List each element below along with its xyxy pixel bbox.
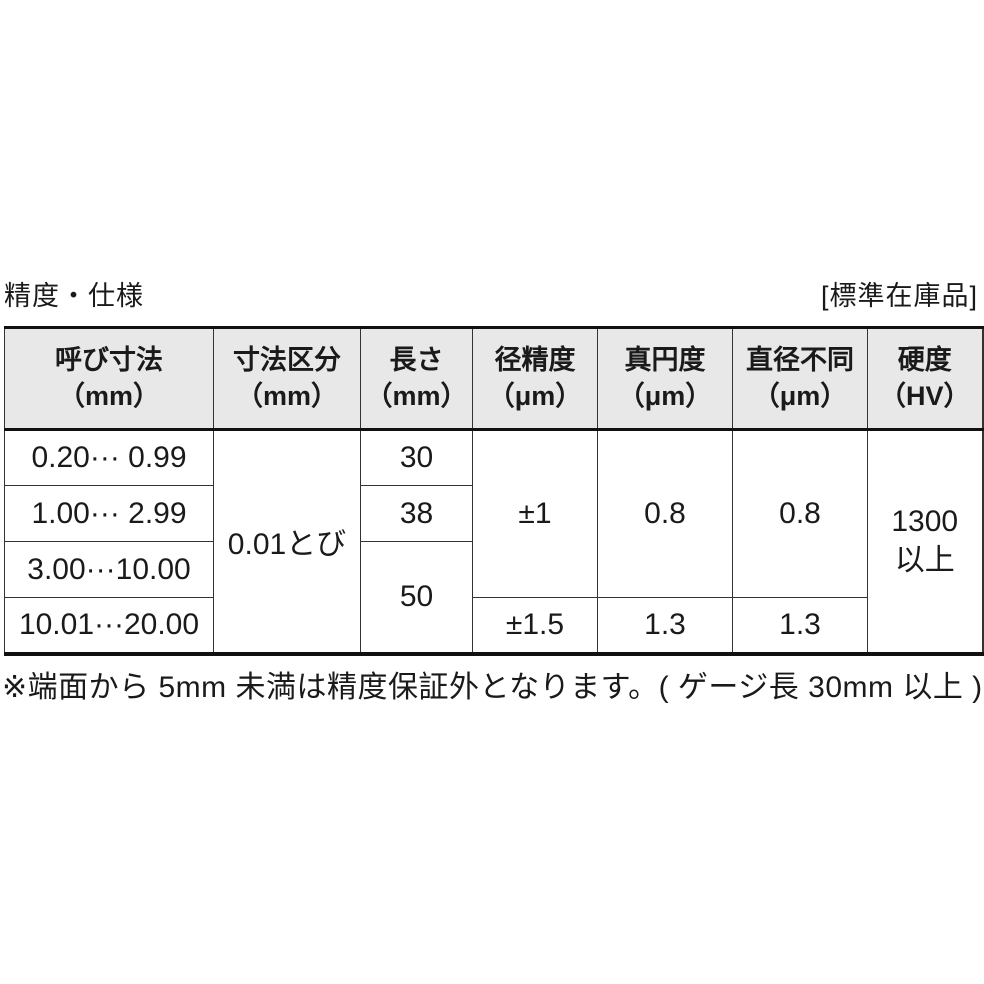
header-label: 寸法区分 <box>233 344 341 375</box>
cell-roundness: 1.3 <box>597 597 733 654</box>
header-row: 呼び寸法 （mm） 寸法区分 （mm） 長さ （mm） 径精度 （μm） 真円度 <box>4 327 983 431</box>
cell-nominal-size: 0.20··· 0.99 <box>4 429 214 486</box>
table-row: 10.01···20.00 ±1.5 1.3 1.3 <box>4 597 983 654</box>
table-row: 0.20··· 0.99 0.01とび 30 ±1 0.8 0.8 1300 以… <box>4 429 983 654</box>
header-unit: （μm） <box>617 380 713 411</box>
cell-dia-variation: 1.3 <box>732 597 868 654</box>
header-label: 硬度 <box>897 344 952 375</box>
cell-length: 50 <box>360 541 473 654</box>
header-label: 径精度 <box>494 344 576 375</box>
header-unit: （mm） <box>235 380 338 411</box>
hardness-value: 1300 <box>891 505 959 539</box>
header-unit: （mm） <box>57 380 160 411</box>
header-size-division: 寸法区分 （mm） <box>213 327 361 431</box>
cell-dia-accuracy: ±1.5 <box>472 597 598 654</box>
header-hardness: 硬度 （HV） <box>867 327 983 431</box>
cell-nominal-size: 1.00··· 2.99 <box>4 485 214 542</box>
header-unit: （μm） <box>487 380 583 411</box>
title-row: 精度・仕様 [標準在庫品] <box>4 274 978 313</box>
spec-table-body: 0.20··· 0.99 0.01とび 30 ±1 0.8 0.8 1300 以… <box>4 429 983 654</box>
spec-table: 呼び寸法 （mm） 寸法区分 （mm） 長さ （mm） 径精度 （μm） 真円度 <box>4 326 984 656</box>
spec-table-header: 呼び寸法 （mm） 寸法区分 （mm） 長さ （mm） 径精度 （μm） 真円度 <box>4 327 983 431</box>
header-label: 真円度 <box>624 344 706 375</box>
header-dia-accuracy: 径精度 （μm） <box>472 327 598 431</box>
table-row: 1.00··· 2.99 38 <box>4 485 983 542</box>
cell-size-division: 0.01とび <box>213 429 361 654</box>
cell-roundness: 0.8 <box>597 429 733 598</box>
header-unit: （mm） <box>365 380 468 411</box>
header-roundness: 真円度 （μm） <box>597 327 733 431</box>
cell-dia-accuracy: ±1 <box>472 429 598 598</box>
table-row: 3.00···10.00 50 <box>4 541 983 654</box>
header-length: 長さ （mm） <box>360 327 473 431</box>
header-unit: （μm） <box>752 380 848 411</box>
cell-length: 30 <box>360 429 473 486</box>
cell-length: 38 <box>360 485 473 542</box>
footnote: ※端面から 5mm 未満は精度保証外となります。( ゲージ長 30mm 以上 ) <box>2 671 983 704</box>
header-label: 長さ <box>389 344 444 375</box>
stock-status-label: [標準在庫品] <box>820 281 978 311</box>
header-dia-variation: 直径不同 （μm） <box>732 327 868 431</box>
section-title: 精度・仕様 <box>4 281 144 311</box>
cell-hardness: 1300 以上 <box>867 429 983 654</box>
hardness-qualifier: 以上 <box>894 544 955 578</box>
cell-nominal-size: 3.00···10.00 <box>4 541 214 598</box>
header-nominal-size: 呼び寸法 （mm） <box>4 327 214 431</box>
cell-nominal-size: 10.01···20.00 <box>4 597 214 654</box>
header-label: 呼び寸法 <box>55 344 163 375</box>
header-unit: （HV） <box>878 380 971 411</box>
header-label: 直径不同 <box>746 344 854 375</box>
cell-dia-variation: 0.8 <box>732 429 868 598</box>
